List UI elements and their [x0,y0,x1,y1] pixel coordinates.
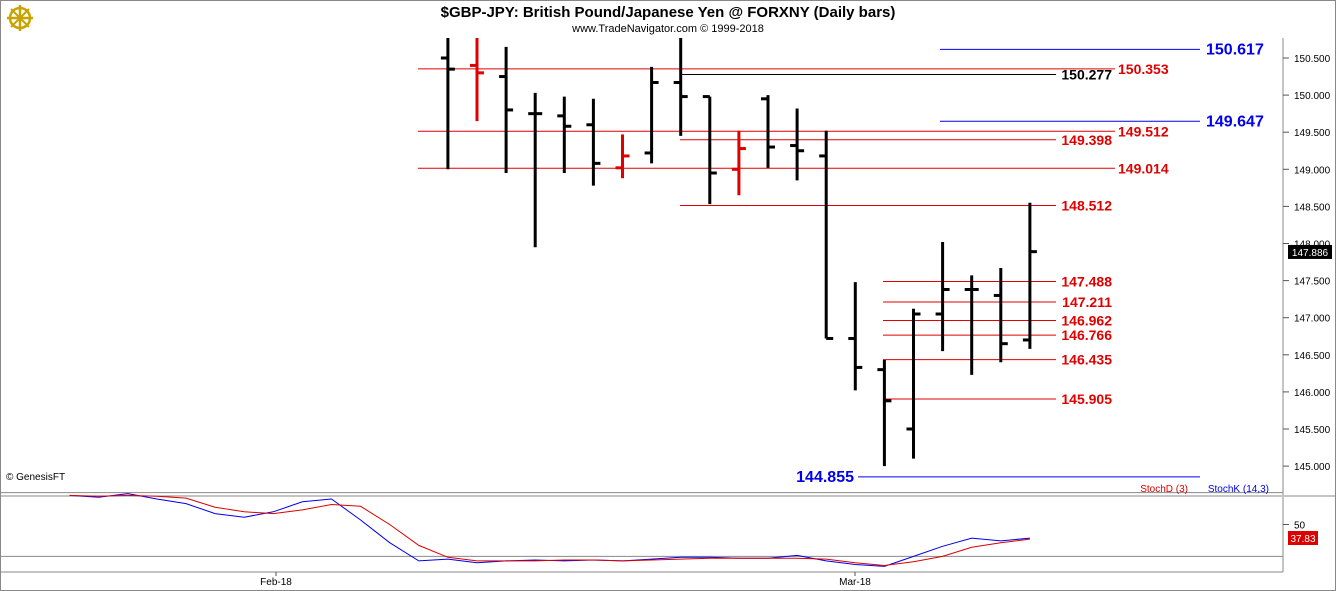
ohlc-bar [761,95,775,168]
price-tick-label: 149.500 [1294,128,1331,139]
level-label-146.766: 146.766 [1061,327,1112,343]
ohlc-bar [440,38,455,170]
ship-wheel-logo-icon [7,5,33,31]
price-tick-label: 150.000 [1294,91,1331,102]
ohlc-bar [790,108,805,181]
last-price-tag: 147.886 [1292,248,1329,259]
level-label-149.014: 149.014 [1118,160,1169,176]
legend-stochd: StochD (3) [1140,484,1188,495]
price-tick-label: 146.500 [1294,351,1331,362]
ohlc-bar [615,134,630,179]
ohlc-bar [964,275,979,375]
level-label-149.398: 149.398 [1061,132,1112,148]
ohlc-bar [877,359,892,467]
price-tick-label: 150.500 [1294,54,1331,65]
last-price-marker: 147.886 [1288,244,1332,259]
level-label-148.512: 148.512 [1061,198,1112,214]
watermark: © GenesisFT [6,472,65,483]
legend-stochk: StochK (14,3) [1208,484,1269,495]
price-tick-label: 148.500 [1294,202,1331,213]
ohlc-bar [470,38,484,122]
level-label-150.277: 150.277 [1061,67,1112,83]
ohlc-bar [819,130,834,340]
time-tick-label: Mar-18 [839,577,871,588]
stoch-tick-label: 50 [1294,521,1306,532]
stochastic-panel: 50 37.83 [0,492,1318,567]
level-label-149.512: 149.512 [1118,123,1169,139]
stoch-line-d [69,494,1030,567]
ohlc-bar [935,242,950,352]
ohlc-bar [993,267,1008,363]
ohlc-bar [731,130,746,196]
price-tick-label: 145.500 [1294,425,1331,436]
stoch-last-tag-box [1288,531,1318,545]
level-label-144.855: 144.855 [796,469,854,486]
price-tick-label: 146.000 [1294,388,1331,399]
ohlc-bar [586,98,601,186]
ohlc-bar [1022,202,1037,349]
level-label-146.962: 146.962 [1061,313,1112,329]
price-bars [440,38,1037,467]
level-label-149.647: 149.647 [1206,113,1264,130]
time-tick-label: Feb-18 [260,577,292,588]
stoch-last-tag: 37.83 [1290,534,1315,545]
ohlc-bar [528,92,543,248]
price-tick-label: 149.000 [1294,165,1331,176]
last-price-tag-box [1288,244,1332,259]
ohlc-bar [557,96,572,174]
time-axis-ticks: Feb-18 Mar-18 [260,572,871,588]
level-label-147.488: 147.488 [1061,273,1112,289]
level-label-146.435: 146.435 [1061,352,1112,368]
level-label-150.353: 150.353 [1118,61,1169,77]
price-tick-label: 147.500 [1294,277,1331,288]
price-tick-label: 145.000 [1294,462,1331,473]
ohlc-bar [906,308,921,459]
ohlc-bar [499,46,514,174]
chart-title: $GBP-JPY: British Pound/Japanese Yen @ F… [441,4,896,21]
price-tick-label: 147.000 [1294,314,1331,325]
ohlc-bar [644,66,659,164]
level-label-145.905: 145.905 [1061,391,1112,407]
chart-subtitle: www.TradeNavigator.com © 1999-2018 [571,23,764,35]
ohlc-bar [673,38,688,136]
ohlc-bar [848,282,863,391]
level-label-147.211: 147.211 [1062,294,1112,310]
level-label-150.617: 150.617 [1206,41,1264,58]
ohlc-bar [702,95,717,205]
level-lines: 150.617 150.353 150.277 149.647 149.512 149.3… [418,41,1264,486]
